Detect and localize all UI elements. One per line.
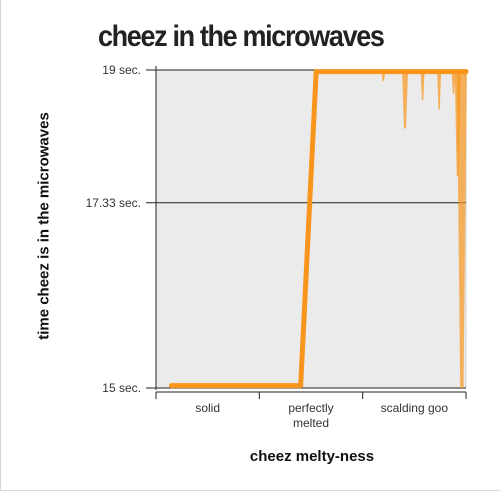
drip [402,71,409,129]
data-point [313,69,319,75]
y-axis-label: time cheez is in the microwaves [35,112,53,340]
series-line [169,69,469,389]
x-tick-label: solid [195,401,220,415]
x-axis-label: cheez melty-ness [249,448,375,465]
plot-background [156,70,466,388]
drips [381,71,467,388]
y-tick-label: 17.33 sec. [86,196,141,210]
drip [451,71,456,94]
drip [420,71,425,101]
y-tick-label: 15 sec. [102,381,141,395]
data-point [169,383,174,389]
x-tick-label: scalding goo [381,401,449,415]
data-point [463,69,469,75]
y-tick-label: 19 sec. [102,63,141,77]
data-point [298,383,304,389]
drip [456,71,467,388]
x-tick-label: perfectly melted [288,401,333,430]
chart-title: cheez in the microwaves [98,20,385,53]
series [169,69,469,389]
axes: 15 sec. 17.33 sec. 19 sec. solid perfectly me… [86,63,467,430]
drip [437,71,442,110]
